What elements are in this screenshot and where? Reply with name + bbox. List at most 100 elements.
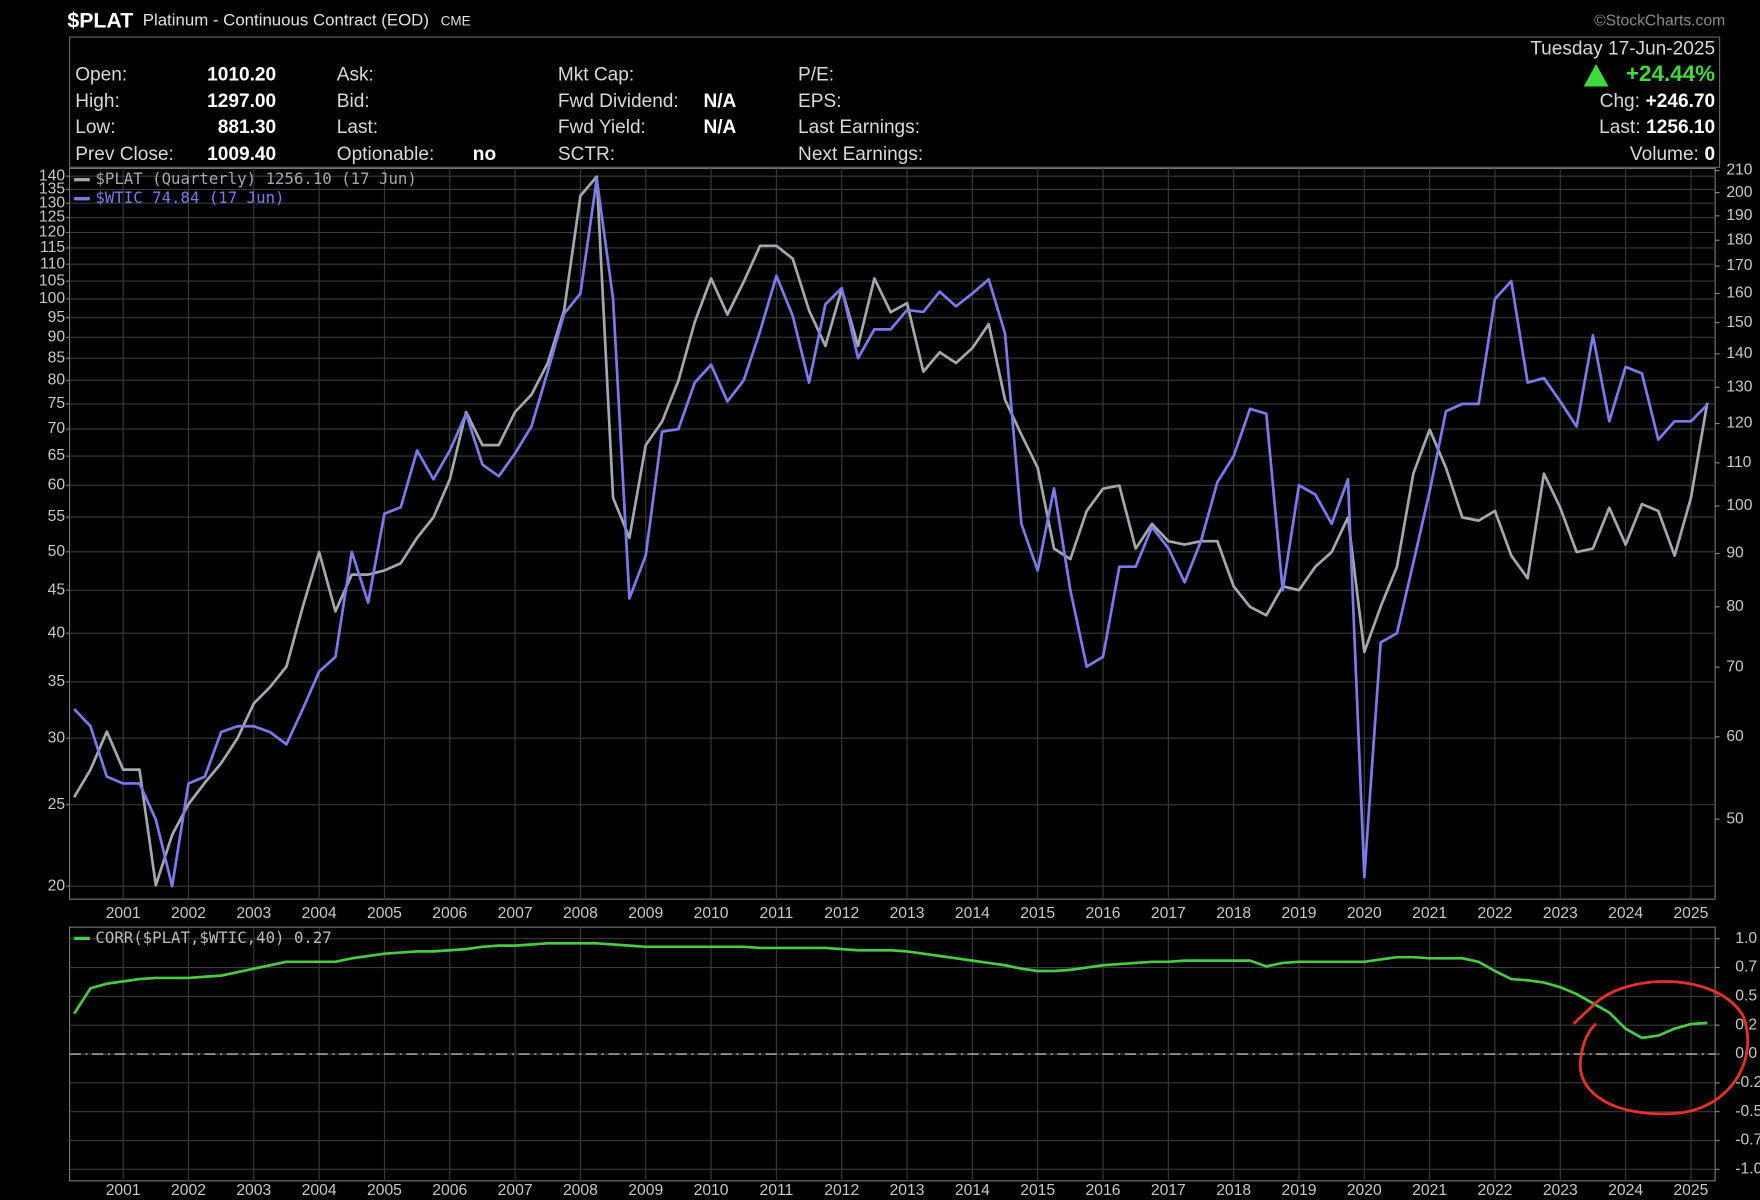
legend-label: $WTIC 74.84 (17 Jun) bbox=[95, 188, 284, 207]
y-tick-label: -0.7 bbox=[1735, 1132, 1760, 1149]
legend-label: $PLAT (Quarterly) 1256.10 (17 Jun) bbox=[95, 169, 416, 188]
x-tick-label: 2020 bbox=[1347, 905, 1382, 922]
x-tick-label: 2002 bbox=[171, 905, 206, 922]
plots: Open: 1010.20 High: 1297.00 Low: 881.30 Prev C… bbox=[39, 64, 1760, 1199]
quote-label: Open: bbox=[75, 64, 127, 85]
y-tick-label: 70 bbox=[48, 420, 66, 437]
x-tick-label: 2012 bbox=[824, 1182, 859, 1199]
y2-tick-label: 200 bbox=[1726, 184, 1752, 201]
quote-value: 881.30 bbox=[218, 117, 276, 138]
x-tick-label: 2006 bbox=[432, 905, 467, 922]
x-tick-label: 2016 bbox=[1086, 905, 1121, 922]
x-tick-label: 2019 bbox=[1282, 1182, 1317, 1199]
y2-tick-label: 70 bbox=[1726, 658, 1744, 675]
x-tick-label: 2015 bbox=[1020, 1182, 1055, 1199]
change-percent: +24.44% bbox=[1626, 61, 1715, 86]
x-tick-label: 2025 bbox=[1673, 905, 1708, 922]
y-tick-label: 25 bbox=[48, 796, 66, 813]
y-tick-label: 0.5 bbox=[1735, 988, 1757, 1005]
x-tick-label: 2003 bbox=[236, 1182, 271, 1199]
quote-label: Chg: bbox=[1600, 91, 1640, 112]
x-tick-label: 2022 bbox=[1477, 1182, 1512, 1199]
quote-panel bbox=[69, 36, 1721, 168]
y-tick-label: 125 bbox=[39, 209, 65, 226]
x-tick-label: 2016 bbox=[1086, 1182, 1121, 1199]
quote-value: N/A bbox=[703, 117, 736, 138]
y-tick-label: 0.7 bbox=[1735, 959, 1757, 976]
quote-value: no bbox=[473, 144, 496, 165]
y-tick-label: 135 bbox=[39, 181, 65, 198]
quote-value: 1256.10 bbox=[1646, 117, 1715, 138]
x-tick-label: 2021 bbox=[1412, 1182, 1447, 1199]
up-arrow bbox=[1583, 64, 1609, 87]
y-tick-label: 100 bbox=[39, 290, 65, 307]
y-tick-label: 1.0 bbox=[1735, 930, 1757, 947]
x-tick-label: 2017 bbox=[1151, 905, 1186, 922]
x-tick-label: 2021 bbox=[1412, 905, 1447, 922]
y-tick-label: 50 bbox=[48, 543, 66, 560]
x-tick-label: 2023 bbox=[1543, 1182, 1578, 1199]
y-tick-label: 65 bbox=[48, 447, 66, 464]
x-tick-label: 2009 bbox=[628, 905, 663, 922]
y-tick-label: -0.5 bbox=[1735, 1103, 1760, 1120]
x-tick-label: 2012 bbox=[824, 905, 859, 922]
y-tick-label: 40 bbox=[48, 624, 66, 641]
quote-item: Chg: +246.70 bbox=[1600, 91, 1715, 112]
exchange: CME bbox=[441, 13, 471, 28]
x-tick-label: 2005 bbox=[367, 1182, 402, 1199]
y-tick-label: 35 bbox=[48, 673, 66, 690]
quote-label: Fwd Dividend: bbox=[558, 91, 679, 112]
x-tick-label: 2004 bbox=[302, 1182, 337, 1199]
x-tick-label: 2020 bbox=[1347, 1182, 1382, 1199]
price-panel bbox=[69, 167, 1716, 900]
quote-label: Ask: bbox=[337, 64, 374, 85]
x-tick-label: 2002 bbox=[171, 1182, 206, 1199]
symbol: $PLAT bbox=[67, 8, 133, 32]
y2-tick-label: 90 bbox=[1726, 545, 1744, 562]
y-tick-label: 60 bbox=[48, 476, 66, 493]
y-tick-label: 115 bbox=[40, 239, 65, 256]
y2-tick-label: 150 bbox=[1726, 314, 1752, 331]
x-tick-label: 2019 bbox=[1282, 905, 1317, 922]
x-tick-label: 2017 bbox=[1151, 1182, 1186, 1199]
y2-tick-label: 110 bbox=[1726, 454, 1751, 471]
x-tick-label: 2007 bbox=[498, 905, 533, 922]
x-tick-label: 2014 bbox=[955, 1182, 990, 1199]
x-tick-label: 2003 bbox=[236, 905, 271, 922]
quote-value: 0 bbox=[1704, 144, 1715, 165]
x-tick-label: 2008 bbox=[563, 1182, 598, 1199]
x-tick-label: 2006 bbox=[432, 1182, 467, 1199]
y2-tick-label: 50 bbox=[1726, 810, 1744, 827]
quote-label: Mkt Cap: bbox=[558, 64, 634, 85]
x-tick-label: 2008 bbox=[563, 905, 598, 922]
quote-label: Prev Close: bbox=[75, 144, 174, 165]
series-line bbox=[73, 177, 1709, 888]
quote-item: Last: 1256.10 bbox=[1599, 117, 1715, 138]
y-tick-label: 80 bbox=[48, 371, 66, 388]
y-tick-label: 75 bbox=[48, 395, 66, 412]
x-tick-label: 2022 bbox=[1477, 905, 1512, 922]
y-tick-label: 105 bbox=[39, 272, 65, 289]
x-tick-label: 2010 bbox=[694, 905, 729, 922]
y2-tick-label: 190 bbox=[1726, 207, 1752, 224]
x-tick-label: 2013 bbox=[890, 905, 925, 922]
x-tick-label: 2015 bbox=[1020, 905, 1055, 922]
y-tick-label: 90 bbox=[48, 329, 66, 346]
quote-item: Volume: 0 bbox=[1630, 144, 1715, 165]
instrument-name: Platinum - Continuous Contract (EOD) bbox=[143, 11, 429, 30]
quote-label: SCTR: bbox=[558, 144, 615, 165]
y2-tick-label: 80 bbox=[1726, 598, 1744, 615]
y-tick-label: 140 bbox=[39, 167, 65, 184]
y2-tick-label: 210 bbox=[1726, 162, 1752, 179]
y-tick-label: 20 bbox=[48, 877, 66, 894]
y-tick-label: 85 bbox=[48, 349, 66, 366]
x-tick-label: 2024 bbox=[1608, 905, 1643, 922]
quote-label: EPS: bbox=[798, 91, 841, 112]
y2-tick-label: 180 bbox=[1726, 231, 1752, 248]
quote-label: Next Earnings: bbox=[798, 144, 923, 165]
quote-label: Optionable: bbox=[337, 144, 435, 165]
x-tick-label: 2010 bbox=[694, 1182, 729, 1199]
